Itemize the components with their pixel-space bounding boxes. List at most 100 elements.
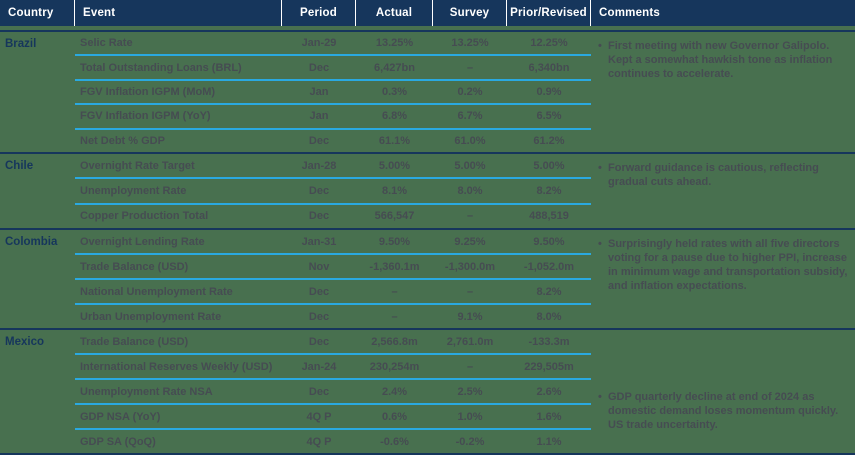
period-cell: Dec <box>308 310 330 323</box>
actual-cell: 9.50% <box>378 235 411 248</box>
comment: • GDP quarterly decline at end of 2024 as… <box>598 390 849 432</box>
table-row: Total Outstanding Loans (BRL) Dec 6,427bn –… <box>75 56 591 81</box>
survey-cell: 2,761.0m <box>446 335 494 348</box>
period-cell: 4Q P <box>306 410 332 423</box>
comment: • Forward guidance is cautious, reflectin… <box>598 161 849 189</box>
country-label: Chile <box>5 160 34 172</box>
prior-cell: 8.2% <box>536 285 562 298</box>
survey-cell: 1.0% <box>457 410 483 423</box>
actual-cell: 2,566.8m <box>371 335 418 348</box>
country-label: Colombia <box>5 236 58 248</box>
comments-cell: • GDP quarterly decline at end of 2024 as… <box>591 330 855 453</box>
period-cell: Dec <box>308 210 330 223</box>
event-cell: Net Debt % GDP <box>80 134 165 147</box>
column-header-comments: Comments <box>599 7 661 19</box>
table-row: National Unemployment Rate Dec – – 8.2% <box>75 280 591 305</box>
table-row: Trade Balance (USD) Dec 2,566.8m 2,761.0m -1… <box>75 330 591 355</box>
column-header-event: Event <box>75 0 282 26</box>
actual-cell: 566,547 <box>374 210 415 223</box>
country-label: Mexico <box>5 336 44 348</box>
event-cell: Unemployment Rate <box>80 184 187 197</box>
section-chile: Chile Overnight Rate Target Jan-28 5.00% 5.0… <box>0 152 855 228</box>
comments-cell: • First meeting with new Governor Galipol… <box>591 32 855 152</box>
event-cell: Urban Unemployment Rate <box>80 310 222 323</box>
event-cell: Unemployment Rate NSA <box>80 385 213 398</box>
prior-cell: 0.9% <box>536 86 562 99</box>
survey-cell: 8.0% <box>457 184 483 197</box>
period-cell: Dec <box>308 385 330 398</box>
actual-cell: -0.6% <box>380 435 409 448</box>
period-cell: Dec <box>308 335 330 348</box>
period-cell: 4Q P <box>306 435 332 448</box>
survey-cell: – <box>466 360 474 373</box>
prior-cell: 5.00% <box>533 159 565 172</box>
actual-cell: – <box>391 285 398 298</box>
bullet-icon: • <box>598 391 602 403</box>
table-row: Selic Rate Jan-29 13.25% 13.25% 12.25% <box>75 32 591 57</box>
prior-cell: 6.5% <box>536 110 562 123</box>
event-cell: International Reserves Weekly (USD) <box>80 360 273 373</box>
period-cell: Nov <box>308 260 330 273</box>
survey-cell: 9.25% <box>454 235 486 248</box>
event-cell: Trade Balance (USD) <box>80 260 189 273</box>
survey-cell: – <box>466 61 474 74</box>
prior-cell: 61.2% <box>533 134 565 147</box>
comment: • First meeting with new Governor Galipol… <box>598 39 849 81</box>
prior-cell: 9.50% <box>533 235 565 248</box>
prior-cell: 2.6% <box>536 385 562 398</box>
table-row: Unemployment Rate Dec 8.1% 8.0% 8.2% <box>75 179 591 205</box>
table-row: Urban Unemployment Rate Dec – 9.1% 8.0% <box>75 305 591 328</box>
country-label: Brazil <box>5 38 37 50</box>
event-cell: Overnight Rate Target <box>80 159 195 172</box>
survey-cell: – <box>466 285 474 298</box>
event-cell: FGV Inflation IGPM (MoM) <box>80 86 216 99</box>
event-cell: Trade Balance (USD) <box>80 335 189 348</box>
section-rows: Overnight Lending Rate Jan-31 9.50% 9.25% 9.… <box>75 230 591 328</box>
table-row: Overnight Lending Rate Jan-31 9.50% 9.25% 9.… <box>75 230 591 255</box>
comment: • Surprisingly held rates with all five d… <box>598 237 849 293</box>
survey-cell: -1,300.0m <box>444 260 496 273</box>
period-cell: Jan-31 <box>301 235 337 248</box>
table-row: Net Debt % GDP Dec 61.1% 61.0% 61.2% <box>75 130 591 152</box>
period-cell: Dec <box>308 61 330 74</box>
actual-cell: 5.00% <box>378 159 411 172</box>
event-cell: National Unemployment Rate <box>80 285 233 298</box>
event-cell: Overnight Lending Rate <box>80 235 205 248</box>
event-cell: Selic Rate <box>80 37 133 50</box>
column-header-survey: Survey <box>433 0 507 26</box>
table-row: FGV Inflation IGPM (YoY) Jan 6.8% 6.7% 6.5% <box>75 105 591 130</box>
period-cell: Dec <box>308 134 330 147</box>
survey-cell: 0.2% <box>457 86 483 99</box>
prior-cell: 1.1% <box>536 435 562 448</box>
survey-cell: 2.5% <box>457 385 483 398</box>
period-cell: Dec <box>308 285 330 298</box>
section-rows: Overnight Rate Target Jan-28 5.00% 5.00% 5.0… <box>75 154 591 228</box>
table-row: FGV Inflation IGPM (MoM) Jan 0.3% 0.2% 0.9% <box>75 81 591 106</box>
prior-cell: 488,519 <box>529 210 569 223</box>
table-row: GDP NSA (YoY) 4Q P 0.6% 1.0% 1.6% <box>75 405 591 430</box>
prior-cell: 1.6% <box>536 410 562 423</box>
bullet-icon: • <box>598 40 602 52</box>
actual-cell: 0.3% <box>381 86 408 99</box>
comments-cell: • Surprisingly held rates with all five d… <box>591 230 855 328</box>
event-cell: Total Outstanding Loans (BRL) <box>80 61 242 74</box>
event-cell: GDP SA (QoQ) <box>80 435 156 448</box>
period-cell: Jan <box>309 110 329 123</box>
prior-cell: -1,052.0m <box>523 260 575 273</box>
section-mexico: Mexico Trade Balance (USD) Dec 2,566.8m 2,76… <box>0 328 855 453</box>
survey-cell: 6.7% <box>457 110 483 123</box>
actual-cell: 2.4% <box>381 385 408 398</box>
actual-cell: 0.6% <box>381 410 408 423</box>
period-cell: Jan-29 <box>301 37 337 50</box>
prior-cell: 8.2% <box>536 184 562 197</box>
column-header-country: Country <box>0 0 75 26</box>
actual-cell: 8.1% <box>381 184 408 197</box>
survey-cell: 13.25% <box>451 37 489 50</box>
period-cell: Jan-24 <box>301 360 337 373</box>
actual-cell: 230,254m <box>369 360 420 373</box>
column-header-period: Period <box>282 0 356 26</box>
comment-text: First meeting with new Governor Galipolo… <box>608 40 833 80</box>
prior-cell: 229,505m <box>524 360 574 373</box>
section-rows: Selic Rate Jan-29 13.25% 13.25% 12.25% Total … <box>75 32 591 152</box>
